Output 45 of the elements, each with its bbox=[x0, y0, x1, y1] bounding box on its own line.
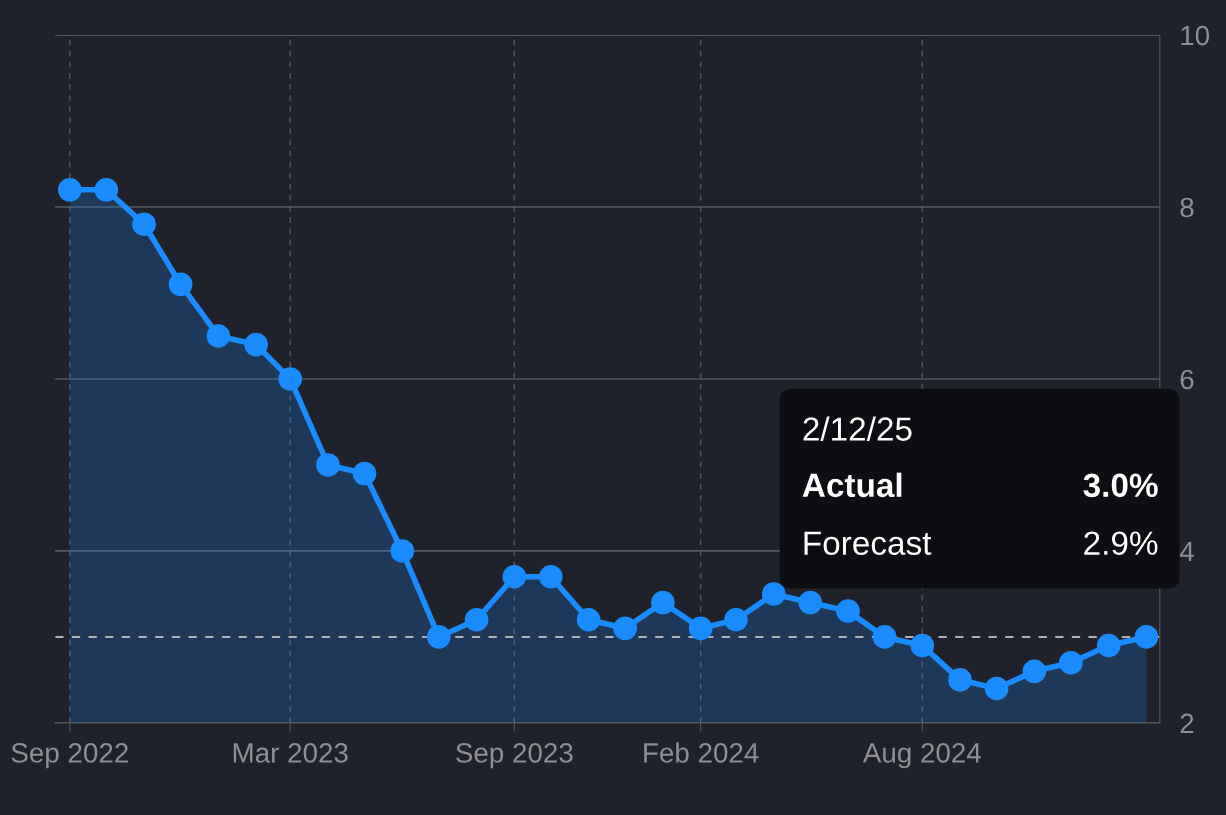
point bbox=[651, 590, 675, 615]
y-tick-label: 2 bbox=[1180, 713, 1194, 733]
point bbox=[57, 178, 82, 202]
point bbox=[316, 453, 340, 477]
point bbox=[688, 616, 713, 641]
point bbox=[613, 616, 637, 641]
point bbox=[724, 607, 748, 632]
point bbox=[1096, 633, 1121, 658]
point bbox=[426, 625, 451, 649]
point bbox=[464, 607, 489, 632]
point bbox=[352, 461, 377, 486]
point bbox=[132, 212, 156, 237]
y-tick-label: 6 bbox=[1180, 369, 1194, 390]
point bbox=[539, 564, 563, 589]
x-tick-label: Aug 2024 bbox=[862, 743, 981, 769]
point bbox=[761, 582, 786, 606]
point bbox=[798, 590, 823, 615]
point bbox=[836, 599, 860, 623]
y-tick-label: 10 bbox=[1181, 25, 1210, 46]
point bbox=[1059, 650, 1083, 675]
x-tick-label: Mar 2023 bbox=[233, 743, 348, 763]
annotation: 2/12/25 bbox=[803, 416, 912, 441]
point bbox=[502, 564, 527, 589]
point bbox=[1134, 625, 1159, 649]
point bbox=[1022, 659, 1047, 684]
point bbox=[910, 633, 935, 658]
point bbox=[872, 625, 897, 649]
point bbox=[94, 178, 119, 202]
point bbox=[278, 367, 303, 391]
x-tick-label: Feb 2024 bbox=[644, 742, 759, 763]
point bbox=[168, 272, 193, 297]
annotation: 2.9% bbox=[1084, 531, 1158, 555]
point bbox=[244, 332, 268, 357]
point bbox=[576, 607, 601, 632]
y-tick-label: 8 bbox=[1180, 197, 1194, 218]
annotation: Actual bbox=[802, 472, 902, 498]
annotation: Forecast bbox=[804, 531, 932, 555]
point bbox=[206, 324, 231, 348]
x-tick-label: Sep 2023 bbox=[456, 743, 573, 769]
point bbox=[984, 676, 1009, 701]
annotation: 3.0% bbox=[1083, 473, 1158, 498]
x-tick-label: Sep 2022 bbox=[11, 743, 128, 769]
point bbox=[948, 668, 972, 692]
y-tick-label: 4 bbox=[1179, 541, 1194, 562]
point bbox=[390, 539, 415, 563]
